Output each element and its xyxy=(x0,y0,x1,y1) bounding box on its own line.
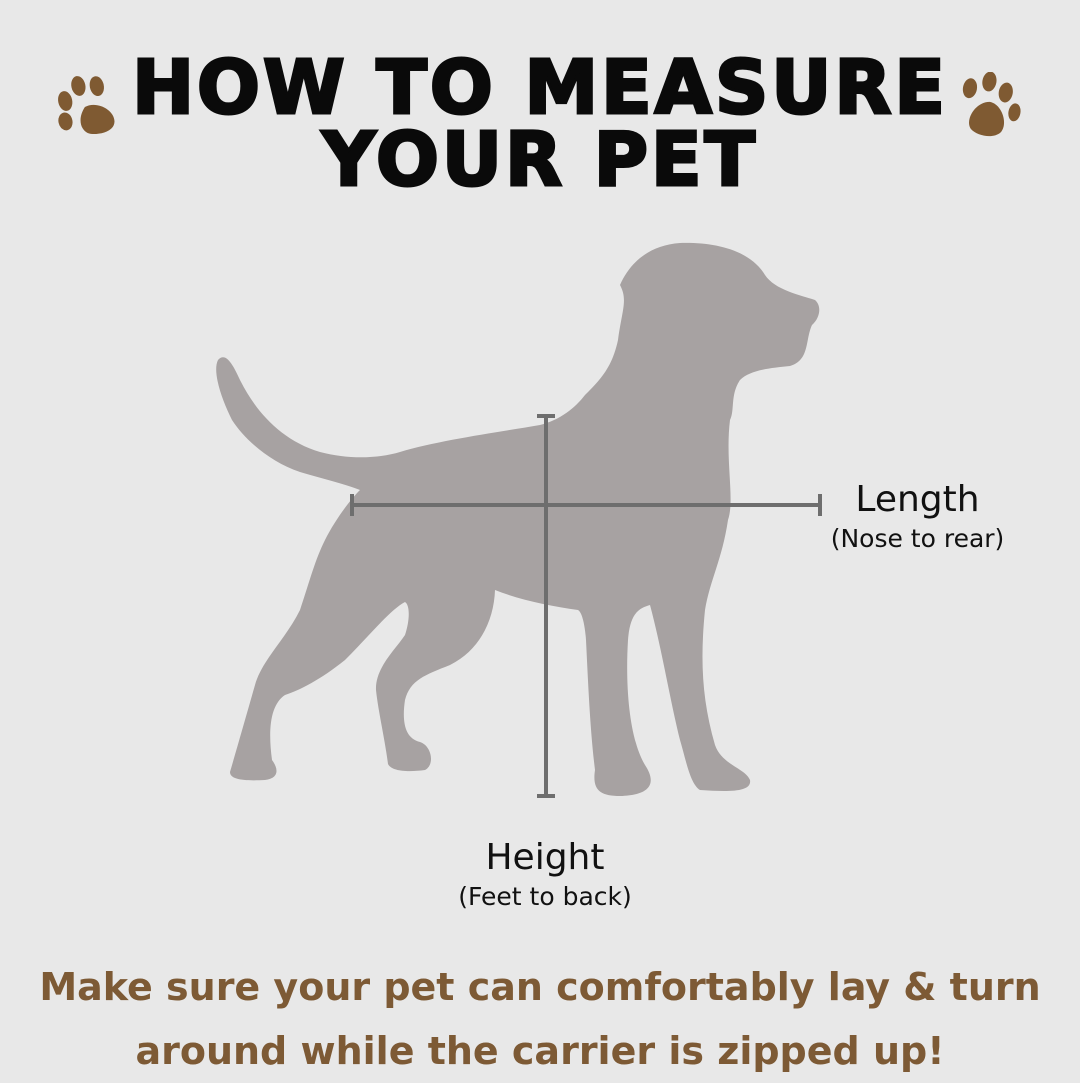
note-line-2: around while the carrier is zipped up! xyxy=(135,1029,945,1073)
length-label: Length (Nose to rear) xyxy=(820,478,1015,556)
page-title: HOW TO MEASURE YOUR PET xyxy=(0,45,1080,203)
height-measure-line xyxy=(537,414,555,798)
dog-silhouette xyxy=(216,242,820,797)
carrier-note: Make sure your pet can comfortably lay &… xyxy=(0,955,1080,1083)
height-title: Height xyxy=(485,837,605,878)
length-subtitle: (Nose to rear) xyxy=(830,524,1005,553)
height-subtitle: (Feet to back) xyxy=(458,882,632,911)
length-measure-line xyxy=(350,494,822,516)
note-line-1: Make sure your pet can comfortably lay &… xyxy=(39,965,1041,1009)
paw-print-icon xyxy=(962,72,1021,137)
paw-print-icon xyxy=(58,76,115,135)
length-title: Length xyxy=(855,479,980,520)
title-line-1: HOW TO MEASURE xyxy=(131,45,948,131)
title-line-2: YOUR PET xyxy=(321,117,758,203)
height-label: Height (Feet to back) xyxy=(440,836,650,914)
